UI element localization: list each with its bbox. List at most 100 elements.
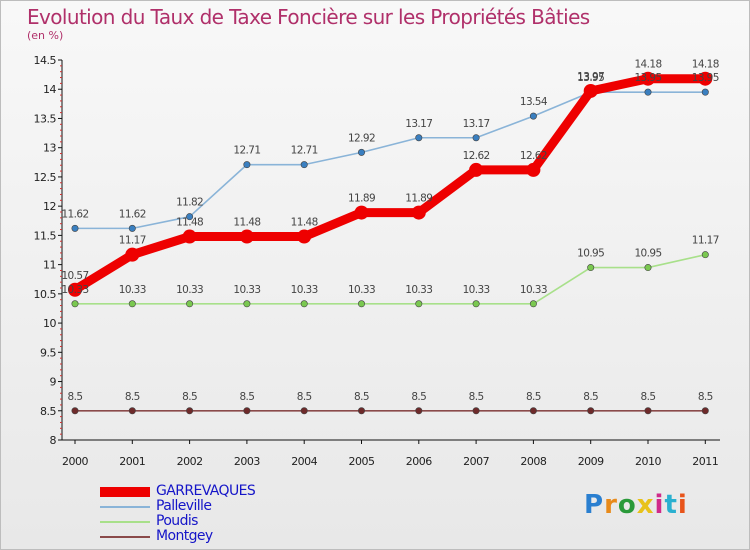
data-point (529, 300, 537, 308)
x-tick-label: 2004 (291, 455, 317, 468)
data-label: 10.33 (176, 284, 203, 296)
data-point (529, 407, 537, 415)
data-label: 8.5 (469, 391, 484, 403)
chart-axes: 8 8.5 9 9.5 10 10.5 11 11.5 12 12.5 13 13.5 14 14.5 20… (34, 54, 720, 468)
chart-subtitle: (en %) (27, 29, 64, 42)
data-label: 8.5 (698, 391, 713, 403)
data-label: 8.5 (411, 391, 426, 403)
proxiti-logo: Proxiti (584, 490, 688, 520)
data-label: 12.62 (520, 150, 547, 162)
x-tick-label: 2006 (406, 455, 432, 468)
data-label: 11.48 (233, 217, 260, 229)
data-label: 8.5 (641, 391, 656, 403)
data-point (300, 300, 308, 308)
data-label: 13.97 (577, 71, 604, 83)
legend-swatch (100, 520, 150, 523)
data-label: 13.54 (520, 96, 548, 108)
x-tick-label: 2003 (234, 455, 260, 468)
data-label: 10.33 (405, 284, 432, 296)
data-label: 11.89 (348, 193, 375, 205)
series-line-garrevaques (70, 74, 710, 295)
y-tick-label: 10.5 (34, 288, 57, 301)
legend-swatch (100, 505, 150, 508)
data-label: 8.5 (239, 391, 254, 403)
data-point (128, 407, 136, 415)
data-label: 8.5 (68, 391, 83, 403)
data-point (698, 71, 713, 86)
data-point (186, 213, 194, 221)
data-label: 13.95 (634, 72, 661, 84)
data-point (644, 407, 652, 415)
data-point (529, 112, 537, 120)
data-label: 11.89 (405, 193, 432, 205)
data-point (300, 407, 308, 415)
data-label: 8.5 (125, 391, 140, 403)
logo-letter: o (617, 490, 637, 520)
y-tick-label: 13.5 (34, 112, 57, 125)
data-label: 10.33 (520, 284, 547, 296)
chart-series (68, 71, 713, 415)
data-point (239, 229, 254, 244)
logo-letter: t (664, 490, 678, 520)
data-point (186, 407, 194, 415)
data-label: 8.5 (297, 391, 312, 403)
data-label: 12.71 (233, 145, 260, 157)
x-tick-label: 2007 (463, 455, 489, 468)
data-label: 10.95 (634, 248, 661, 260)
series-line-palleville (74, 91, 707, 230)
x-tick-label: 2005 (349, 455, 375, 468)
data-label: 8.5 (182, 391, 197, 403)
data-label: 11.62 (61, 208, 88, 220)
x-tick-label: 2010 (635, 455, 661, 468)
data-label: 14.18 (634, 59, 661, 71)
data-point (583, 83, 598, 98)
data-label: 14.18 (692, 59, 719, 71)
data-label: 8.5 (583, 391, 598, 403)
y-tick-label: 14 (43, 83, 56, 96)
data-label: 11.82 (176, 197, 203, 209)
legend-swatch (100, 486, 150, 497)
data-point (415, 407, 423, 415)
data-label: 12.71 (291, 145, 318, 157)
data-label: 10.33 (119, 284, 146, 296)
y-tick-label: 9 (50, 376, 57, 389)
data-point (71, 224, 79, 232)
data-label: 13.95 (692, 72, 719, 84)
data-point (701, 407, 709, 415)
data-label: 11.17 (119, 235, 146, 247)
data-label: 8.5 (354, 391, 369, 403)
y-tick-label: 9.5 (40, 346, 56, 359)
y-tick-label: 11.5 (34, 229, 57, 242)
y-tick-label: 12 (43, 200, 56, 213)
legend-label: Poudis (156, 513, 198, 529)
data-point (186, 300, 194, 308)
data-point (357, 300, 365, 308)
data-label: 13.17 (463, 118, 490, 130)
data-label: 10.33 (348, 284, 375, 296)
chart-data-labels: 10.57 11.17 11.48 11.48 11.48 11.89 11.89 12.62… (61, 59, 719, 403)
data-label: 13.17 (405, 118, 432, 130)
series-line-poudis (74, 253, 707, 305)
data-point (354, 205, 369, 220)
data-label: 10.57 (61, 270, 88, 282)
legend-label: GARREVAQUES (156, 483, 256, 499)
data-point (357, 407, 365, 415)
x-tick-label: 2009 (578, 455, 604, 468)
data-label: 10.33 (291, 284, 318, 296)
data-point (243, 300, 251, 308)
data-point (128, 300, 136, 308)
data-point (415, 300, 423, 308)
data-point (297, 229, 312, 244)
data-point (641, 71, 655, 86)
data-point (415, 134, 423, 142)
y-tick-label: 8.5 (40, 405, 56, 418)
chart-title: Evolution du Taux de Taxe Foncière sur l… (27, 5, 590, 29)
logo-letter: P (584, 490, 605, 520)
data-label: 11.48 (291, 217, 318, 229)
data-point (243, 407, 251, 415)
data-point (701, 251, 709, 259)
data-point (128, 224, 136, 232)
data-point (472, 407, 480, 415)
data-point (587, 264, 595, 272)
x-tick-label: 2001 (119, 455, 145, 468)
